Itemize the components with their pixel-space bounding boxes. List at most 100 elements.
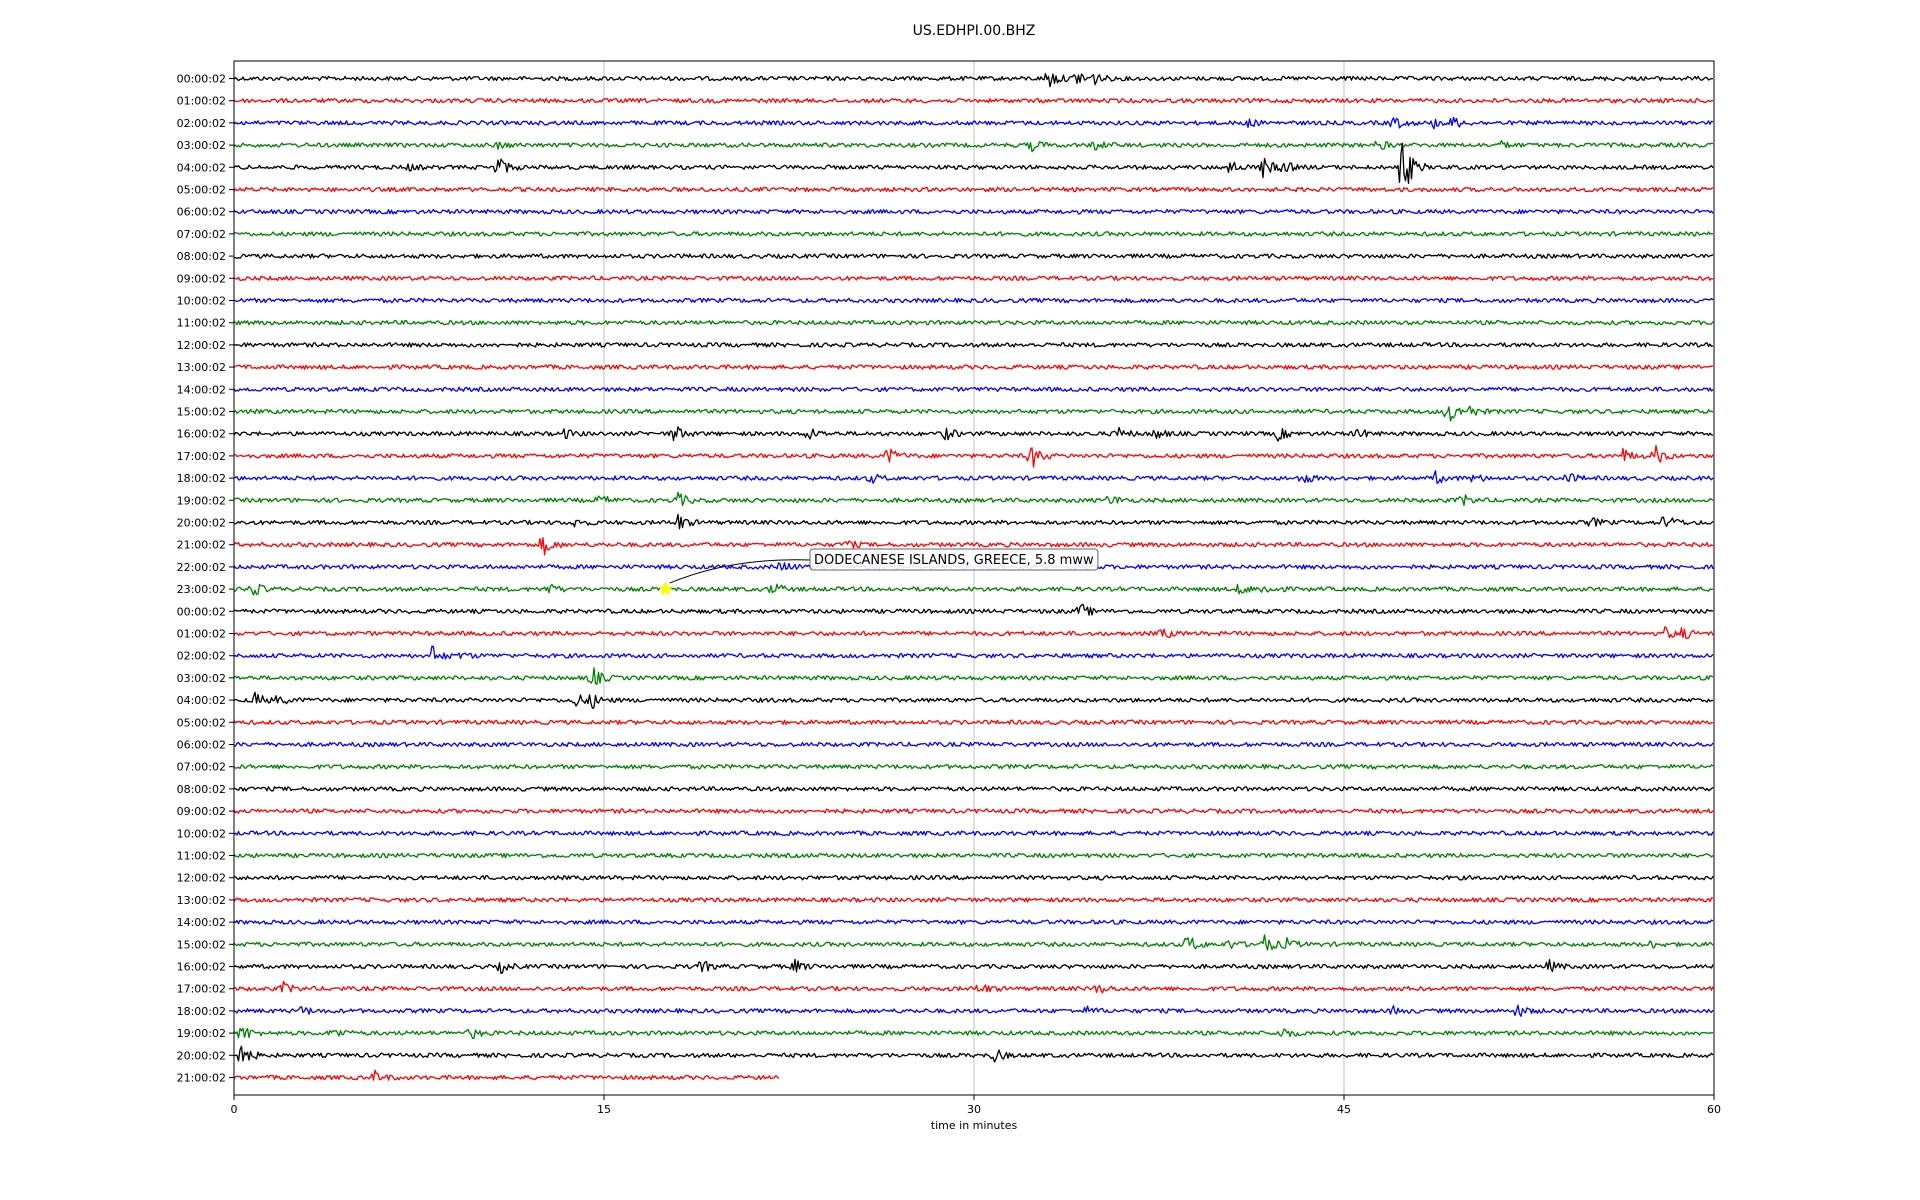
x-tick-label-3: 45 <box>1337 1103 1351 1116</box>
row-label-36: 12:00:02 <box>177 872 226 885</box>
row-label-30: 06:00:02 <box>177 739 226 752</box>
trace-row-43 <box>233 1027 1714 1040</box>
x-axis-label: time in minutes <box>931 1119 1018 1132</box>
row-label-41: 17:00:02 <box>177 983 226 996</box>
trace-row-34 <box>233 830 1714 837</box>
trace-row-20 <box>233 513 1714 530</box>
row-label-39: 15:00:02 <box>177 938 226 951</box>
x-tick-label-0: 0 <box>231 1103 238 1116</box>
row-labels: 00:00:02 01:00:02 02:00:02 03:00:02 04:00:02… <box>177 73 234 1085</box>
row-label-28: 04:00:02 <box>177 694 226 707</box>
row-label-3: 03:00:02 <box>177 139 226 152</box>
trace-row-7 <box>233 231 1714 237</box>
row-label-22: 22:00:02 <box>177 561 226 574</box>
row-label-24: 00:00:02 <box>177 605 226 618</box>
trace-row-29 <box>233 719 1714 726</box>
trace-row-23 <box>233 583 1714 596</box>
row-label-42: 18:00:02 <box>177 1005 226 1018</box>
trace-row-39 <box>233 934 1714 951</box>
row-label-31: 07:00:02 <box>177 761 226 774</box>
row-label-34: 10:00:02 <box>177 827 226 840</box>
x-tick-label-1: 15 <box>597 1103 611 1116</box>
trace-row-12 <box>233 342 1714 348</box>
trace-row-24 <box>234 603 1714 616</box>
trace-row-21 <box>233 537 1714 556</box>
row-label-38: 14:00:02 <box>177 916 226 929</box>
trace-row-2 <box>233 116 1714 130</box>
row-label-6: 06:00:02 <box>177 206 226 219</box>
row-label-32: 08:00:02 <box>177 783 226 796</box>
x-tick-label-4: 60 <box>1707 1103 1721 1116</box>
trace-row-14 <box>233 386 1714 393</box>
traces <box>233 73 1714 1081</box>
row-label-4: 04:00:02 <box>177 161 226 174</box>
row-label-7: 07:00:02 <box>177 228 226 241</box>
trace-row-19 <box>233 491 1714 507</box>
trace-row-45 <box>233 1069 780 1081</box>
trace-row-15 <box>233 405 1714 422</box>
trace-row-42 <box>233 1004 1714 1017</box>
row-label-2: 02:00:02 <box>177 117 226 130</box>
event-star-marker <box>657 580 674 596</box>
row-label-15: 15:00:02 <box>177 406 226 419</box>
annotation-label: DODECANESE ISLANDS, GREECE, 5.8 mww <box>814 553 1094 568</box>
row-label-40: 16:00:02 <box>177 961 226 974</box>
row-label-23: 23:00:02 <box>177 583 226 596</box>
chart-title: US.EDHPI.00.BHZ <box>913 23 1036 39</box>
trace-row-5 <box>233 186 1714 193</box>
trace-row-44 <box>233 1045 1714 1063</box>
row-label-16: 16:00:02 <box>177 428 226 441</box>
row-label-19: 19:00:02 <box>177 494 226 507</box>
row-label-9: 09:00:02 <box>177 272 226 285</box>
x-tick-label-2: 30 <box>967 1103 981 1116</box>
row-label-20: 20:00:02 <box>177 517 226 530</box>
row-label-26: 02:00:02 <box>177 650 226 663</box>
trace-row-31 <box>233 763 1714 770</box>
trace-row-30 <box>233 741 1714 748</box>
row-label-29: 05:00:02 <box>177 716 226 729</box>
row-label-35: 11:00:02 <box>177 850 226 863</box>
trace-row-17 <box>233 444 1714 468</box>
row-label-21: 21:00:02 <box>177 539 226 552</box>
trace-row-3 <box>233 139 1714 153</box>
trace-row-36 <box>233 874 1714 881</box>
trace-row-1 <box>233 97 1714 104</box>
row-label-8: 08:00:02 <box>177 250 226 263</box>
trace-row-28 <box>233 691 1714 709</box>
row-label-18: 18:00:02 <box>177 472 226 485</box>
trace-row-37 <box>233 897 1714 903</box>
row-label-10: 10:00:02 <box>177 295 226 308</box>
row-label-11: 11:00:02 <box>177 317 226 330</box>
trace-row-9 <box>233 275 1714 282</box>
trace-row-10 <box>233 297 1714 304</box>
row-label-43: 19:00:02 <box>177 1027 226 1040</box>
row-label-37: 13:00:02 <box>177 894 226 907</box>
row-label-13: 13:00:02 <box>177 361 226 374</box>
row-label-5: 05:00:02 <box>177 184 226 197</box>
trace-row-26 <box>233 645 1714 660</box>
annotation-connector <box>669 559 811 584</box>
row-label-44: 20:00:02 <box>177 1049 226 1062</box>
x-axis-ticks: 0 15 30 45 60 <box>231 1095 1721 1116</box>
row-label-27: 03:00:02 <box>177 672 226 685</box>
row-label-33: 09:00:02 <box>177 805 226 818</box>
row-label-0: 00:00:02 <box>177 73 226 86</box>
row-label-45: 21:00:02 <box>177 1072 226 1085</box>
trace-row-35 <box>233 852 1714 859</box>
trace-row-8 <box>233 253 1714 259</box>
trace-row-11 <box>233 319 1714 326</box>
trace-row-0 <box>233 73 1713 88</box>
row-label-1: 01:00:02 <box>177 95 226 108</box>
trace-row-33 <box>233 808 1714 814</box>
row-label-17: 17:00:02 <box>177 450 226 463</box>
annotation-box <box>809 548 1099 571</box>
trace-row-25 <box>233 626 1714 639</box>
trace-row-27 <box>233 667 1714 685</box>
event-annotation: DODECANESE ISLANDS, GREECE, 5.8 mww <box>657 548 1099 596</box>
trace-row-6 <box>233 208 1714 215</box>
trace-row-4 <box>233 142 1714 185</box>
trace-row-41 <box>233 980 1714 994</box>
trace-row-13 <box>233 364 1714 370</box>
trace-row-16 <box>233 426 1714 442</box>
